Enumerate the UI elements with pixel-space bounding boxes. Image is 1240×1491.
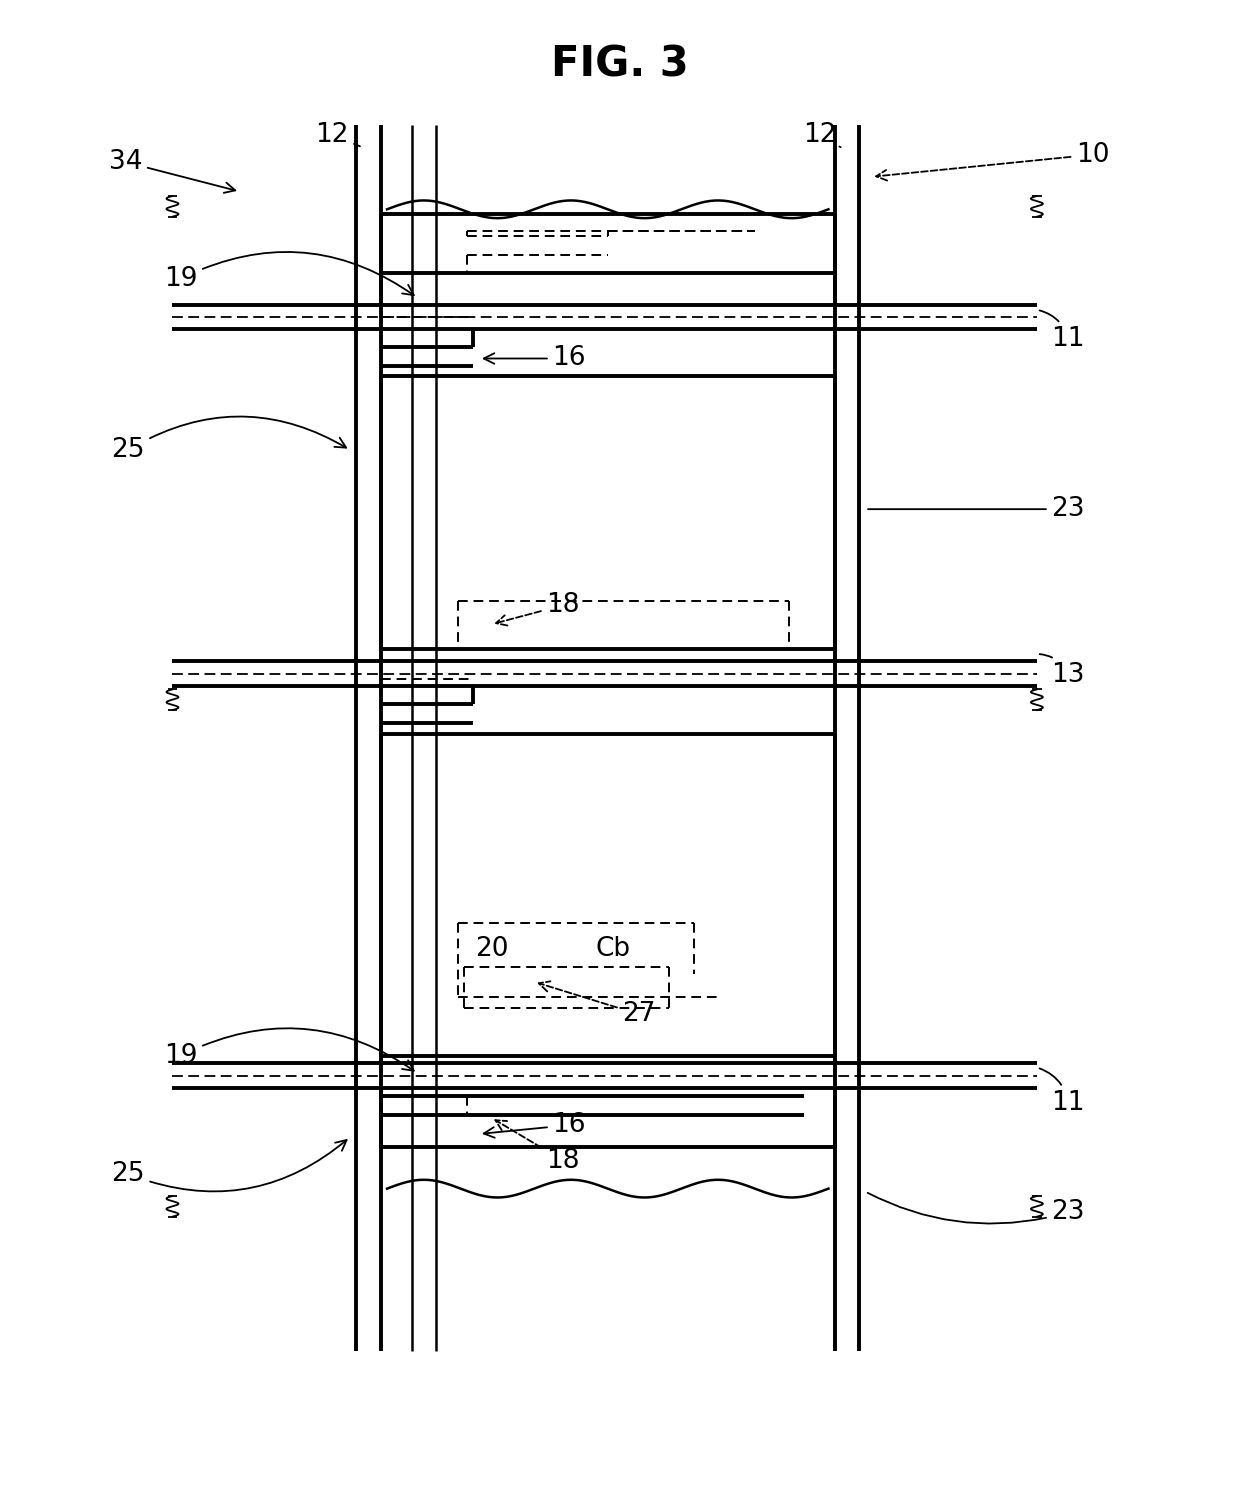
Text: 23: 23 xyxy=(868,497,1085,522)
Text: Cb: Cb xyxy=(595,936,631,962)
Text: 25: 25 xyxy=(112,1141,347,1191)
Text: FIG. 3: FIG. 3 xyxy=(551,43,689,85)
Text: 11: 11 xyxy=(1039,310,1085,352)
Text: 25: 25 xyxy=(112,416,346,464)
Text: 16: 16 xyxy=(484,1112,587,1138)
Text: 20: 20 xyxy=(475,936,508,962)
Text: 23: 23 xyxy=(868,1193,1085,1226)
Text: 16: 16 xyxy=(484,346,587,371)
Text: 34: 34 xyxy=(109,149,236,192)
Text: 10: 10 xyxy=(877,142,1110,180)
Text: 12: 12 xyxy=(315,122,360,149)
Text: 18: 18 xyxy=(496,592,580,626)
Text: 27: 27 xyxy=(538,981,656,1027)
Text: 18: 18 xyxy=(495,1120,580,1173)
Text: 19: 19 xyxy=(164,1029,414,1071)
Text: 19: 19 xyxy=(164,252,414,295)
Text: 13: 13 xyxy=(1039,655,1085,687)
Text: 12: 12 xyxy=(804,122,841,149)
Text: 11: 11 xyxy=(1039,1069,1085,1115)
